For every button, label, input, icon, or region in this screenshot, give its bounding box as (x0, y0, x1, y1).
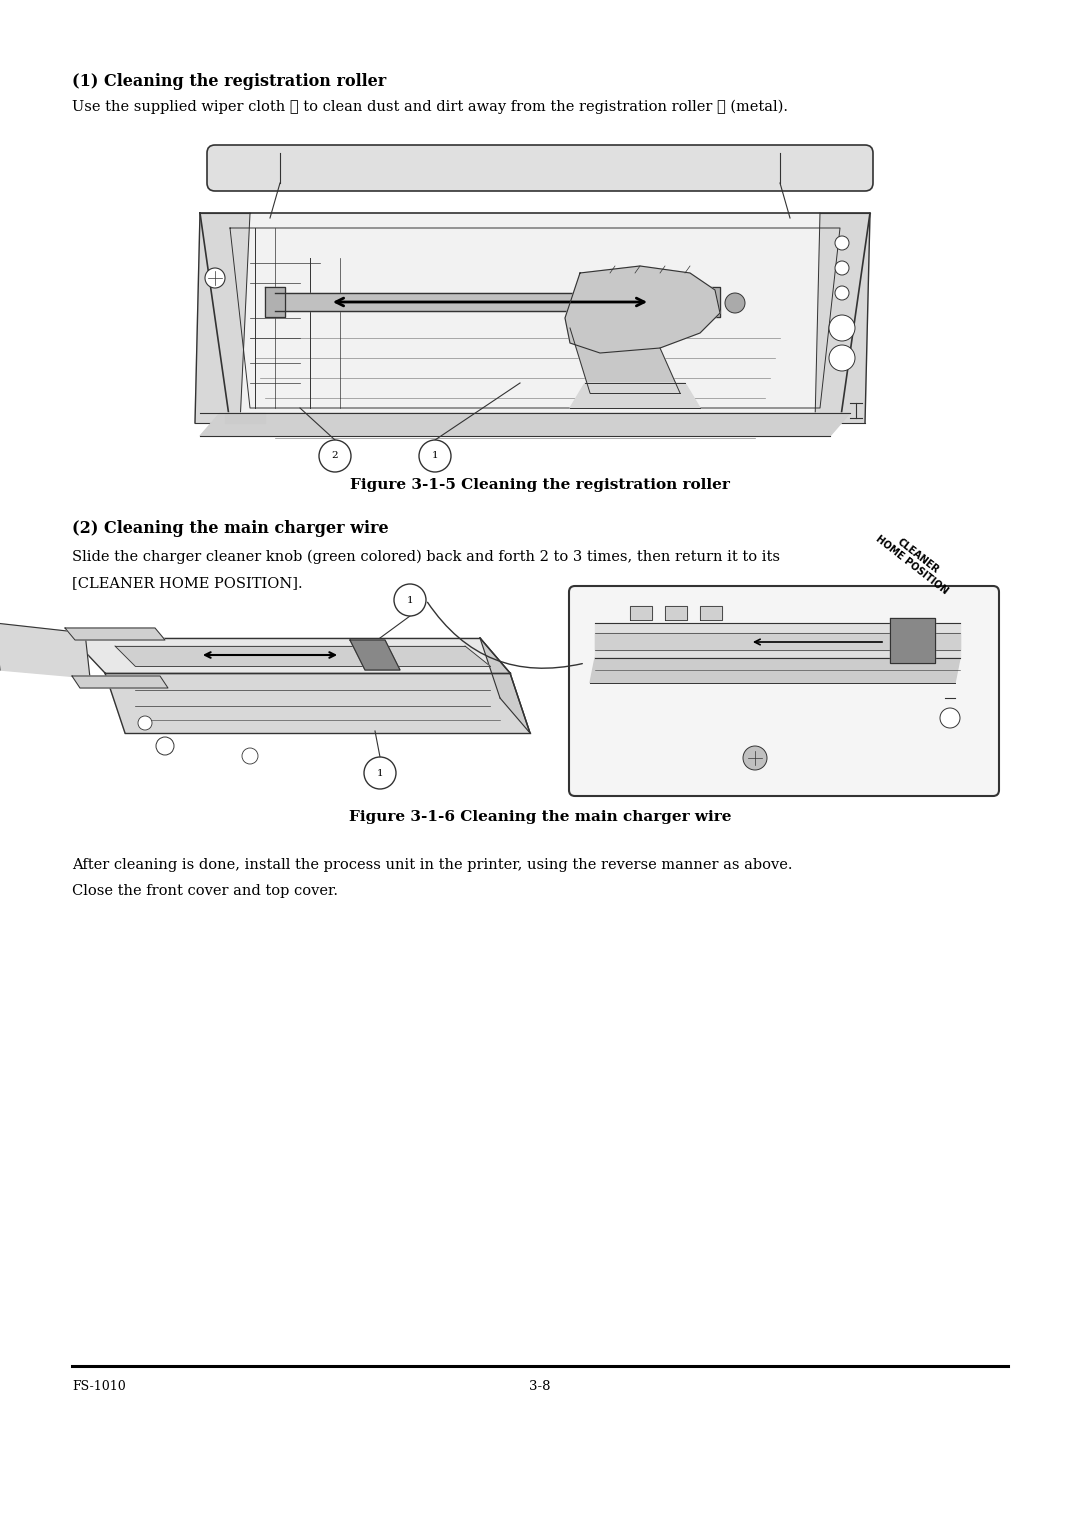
Text: Use the supplied wiper cloth ① to clean dust and dirt away from the registration: Use the supplied wiper cloth ① to clean … (72, 99, 788, 115)
Polygon shape (72, 639, 510, 672)
Polygon shape (630, 607, 652, 620)
Polygon shape (275, 293, 710, 312)
Polygon shape (0, 623, 90, 678)
Text: FS-1010: FS-1010 (72, 1380, 125, 1394)
FancyBboxPatch shape (207, 145, 873, 191)
Polygon shape (114, 646, 490, 666)
Polygon shape (225, 413, 265, 423)
Text: 2: 2 (332, 451, 338, 460)
Polygon shape (65, 628, 165, 640)
Polygon shape (200, 212, 870, 423)
Text: [CLEANER HOME POSITION].: [CLEANER HOME POSITION]. (72, 576, 302, 590)
Polygon shape (480, 639, 530, 733)
Polygon shape (595, 623, 960, 659)
Polygon shape (105, 672, 530, 733)
Text: (1) Cleaning the registration roller: (1) Cleaning the registration roller (72, 73, 387, 90)
Polygon shape (265, 287, 285, 316)
Polygon shape (665, 607, 687, 620)
Polygon shape (696, 287, 720, 316)
Polygon shape (570, 329, 680, 393)
Circle shape (725, 293, 745, 313)
Circle shape (835, 235, 849, 251)
Circle shape (743, 746, 767, 770)
Text: 1: 1 (407, 596, 414, 605)
Text: 3-8: 3-8 (529, 1380, 551, 1394)
Text: 1: 1 (377, 769, 383, 778)
Circle shape (205, 267, 225, 287)
Text: Slide the charger cleaner knob (green colored) back and forth 2 to 3 times, then: Slide the charger cleaner knob (green co… (72, 550, 780, 564)
Polygon shape (72, 675, 168, 688)
Text: After cleaning is done, install the process unit in the printer, using the rever: After cleaning is done, install the proc… (72, 859, 793, 872)
FancyBboxPatch shape (569, 587, 999, 796)
Circle shape (940, 707, 960, 727)
Polygon shape (350, 640, 400, 669)
Polygon shape (595, 633, 960, 649)
Text: (2) Cleaning the main charger wire: (2) Cleaning the main charger wire (72, 520, 389, 536)
Circle shape (319, 440, 351, 472)
Circle shape (829, 345, 855, 371)
Text: 1: 1 (432, 451, 438, 460)
Polygon shape (200, 413, 850, 435)
Circle shape (835, 286, 849, 299)
FancyArrowPatch shape (428, 602, 582, 668)
Circle shape (835, 261, 849, 275)
Circle shape (394, 584, 426, 616)
Circle shape (364, 756, 396, 788)
Polygon shape (815, 212, 870, 423)
Circle shape (156, 736, 174, 755)
Polygon shape (570, 384, 700, 408)
Text: Figure 3-1-6 Cleaning the main charger wire: Figure 3-1-6 Cleaning the main charger w… (349, 810, 731, 824)
Text: Figure 3-1-5 Cleaning the registration roller: Figure 3-1-5 Cleaning the registration r… (350, 478, 730, 492)
Polygon shape (700, 607, 723, 620)
Circle shape (138, 717, 152, 730)
Polygon shape (195, 212, 249, 423)
Polygon shape (890, 617, 935, 663)
Polygon shape (590, 659, 960, 683)
Text: Close the front cover and top cover.: Close the front cover and top cover. (72, 885, 338, 898)
Polygon shape (565, 266, 720, 353)
Circle shape (419, 440, 451, 472)
Circle shape (829, 315, 855, 341)
Text: CLEANER
HOME POSITION: CLEANER HOME POSITION (874, 526, 956, 596)
Circle shape (242, 749, 258, 764)
